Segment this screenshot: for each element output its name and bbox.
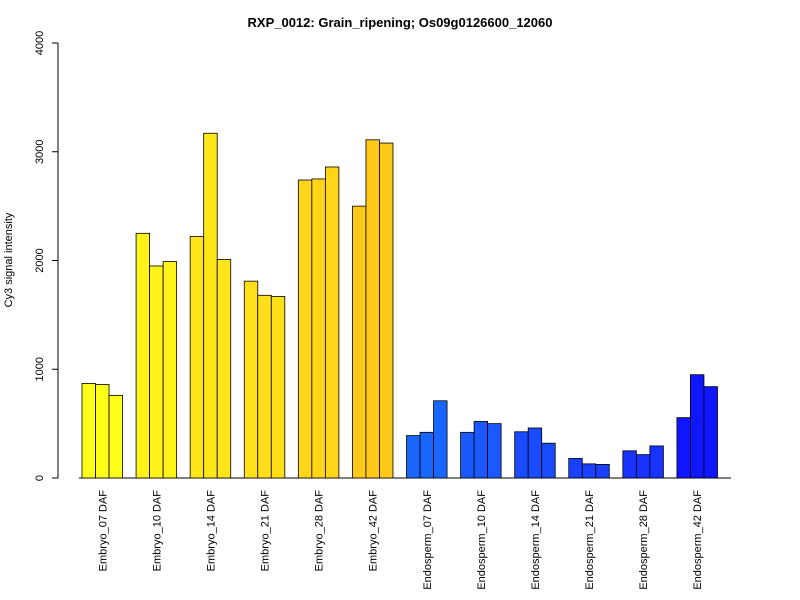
bar [635, 454, 651, 479]
bar [270, 295, 286, 479]
bar [311, 178, 326, 479]
chart-title: RXP_0012: Grain_ripening; Os09g0126600_1… [248, 15, 553, 30]
bar [473, 421, 489, 479]
x-tick-label: Endosperm_07 DAF [422, 490, 434, 590]
bar [541, 442, 556, 479]
bar [203, 132, 218, 479]
x-tick-label: Endosperm_14 DAF [530, 490, 542, 590]
bar [676, 417, 691, 479]
bar [433, 400, 448, 479]
bar [324, 166, 340, 479]
x-tick-label: Embryo_28 DAF [314, 490, 326, 572]
bar [419, 431, 434, 479]
bar [95, 384, 110, 479]
y-axis-label: Cy3 signal intensity [3, 212, 15, 307]
x-tick-label: Endosperm_10 DAF [476, 490, 488, 590]
x-tick-label: Embryo_14 DAF [205, 490, 217, 572]
bar [487, 423, 502, 479]
bar [189, 236, 205, 479]
bar [365, 139, 380, 479]
bar [108, 394, 123, 479]
bar [649, 445, 664, 479]
y-tick-label: 4000 [34, 31, 46, 55]
bar [257, 294, 272, 479]
bar [81, 382, 96, 479]
bar [352, 205, 367, 479]
bars [81, 132, 718, 479]
bar [514, 431, 529, 479]
bar [243, 280, 259, 479]
bar [595, 464, 610, 479]
bar [703, 386, 718, 479]
bar [622, 450, 637, 479]
y-tick-label: 3000 [34, 140, 46, 164]
y-tick-label: 2000 [34, 248, 46, 272]
bar [690, 374, 705, 479]
bar [149, 265, 164, 479]
bar [527, 427, 543, 479]
bar [581, 463, 597, 479]
bar [568, 458, 583, 479]
bar [216, 259, 232, 479]
x-tick-label: Embryo_21 DAF [260, 490, 272, 572]
y-tick-label: 0 [34, 475, 46, 481]
x-tick-label: Endosperm_28 DAF [638, 490, 650, 590]
y-tick-label: 1000 [34, 357, 46, 381]
bar [379, 142, 394, 479]
x-tick-label: Embryo_42 DAF [368, 490, 380, 572]
x-tick-label: Endosperm_42 DAF [692, 490, 704, 590]
bar [406, 435, 421, 479]
x-tick-label: Endosperm_21 DAF [584, 490, 596, 590]
bar [162, 261, 178, 479]
x-tick-label: Embryo_07 DAF [97, 490, 109, 572]
bar [460, 431, 475, 479]
x-axis: Embryo_07 DAF Embryo_10 DAF Embryo_14 DAF E… [79, 477, 731, 590]
bar [297, 179, 313, 479]
bar [135, 232, 151, 479]
x-tick-label: Embryo_10 DAF [151, 490, 163, 572]
y-axis: 0 1000 2000 3000 4000 [34, 31, 59, 481]
